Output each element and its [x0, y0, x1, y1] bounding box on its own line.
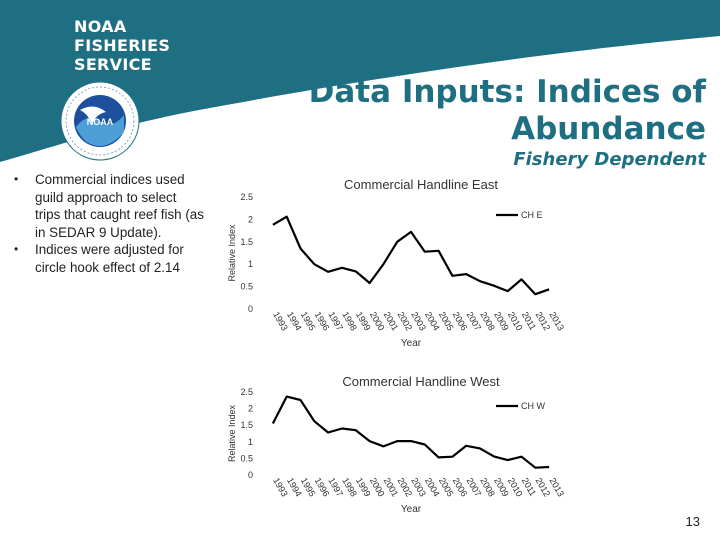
bullet-item: Commercial indices used guild approach t… [14, 171, 204, 241]
series-line [271, 395, 550, 469]
y-tick-label: 2.5 [240, 192, 253, 202]
y-tick-label: 0.5 [240, 453, 253, 463]
x-axis-label: Year [401, 338, 422, 349]
bullet-list: Commercial indices used guild approach t… [14, 171, 204, 276]
y-tick-label: 1 [248, 259, 253, 269]
y-tick-label: 0.5 [240, 282, 253, 292]
page-title: Data Inputs: Indices of Abundance [308, 74, 706, 147]
y-tick-label: 2 [248, 404, 253, 414]
y-tick-label: 0 [248, 470, 253, 480]
y-tick-label: 1 [248, 437, 253, 447]
noaa-fisheries-logo-text: NOAA FISHERIES SERVICE [74, 17, 171, 74]
legend-label: CH E [521, 210, 543, 220]
noaa-emblem-icon: NOAA [60, 81, 140, 161]
y-tick-label: 2.5 [240, 387, 253, 397]
series-line [272, 215, 550, 296]
y-tick-label: 0 [248, 304, 253, 314]
page-number: 13 [685, 514, 700, 529]
y-tick-label: 2 [248, 214, 253, 224]
y-axis-label: Relative Index [227, 404, 237, 462]
chart-commercial-handline-east: Commercial Handline East 0 0.5 1 1.5 2 2.5 Rela… [227, 177, 566, 349]
y-axis-label: Relative Index [227, 224, 237, 282]
x-tick-label: 2013 [547, 476, 566, 498]
bullet-item: Indices were adjusted for circle hook ef… [14, 241, 204, 276]
page-subtitle: Fishery Dependent [513, 149, 706, 170]
y-tick-label: 1.5 [240, 420, 253, 430]
header-band-shape: NOAA [0, 0, 720, 162]
x-tick-label: 2013 [547, 310, 566, 332]
x-axis-label: Year [401, 504, 422, 515]
legend-label: CH W [521, 401, 545, 411]
chart-title: Commercial Handline West [342, 374, 500, 389]
svg-text:NOAA: NOAA [87, 117, 114, 127]
header-band: NOAA [0, 0, 720, 162]
chart-title: Commercial Handline East [344, 177, 498, 192]
chart-commercial-handline-west: Commercial Handline West 0 0.5 1 1.5 2 2.5Rela… [227, 374, 566, 515]
y-tick-label: 1.5 [240, 237, 253, 247]
